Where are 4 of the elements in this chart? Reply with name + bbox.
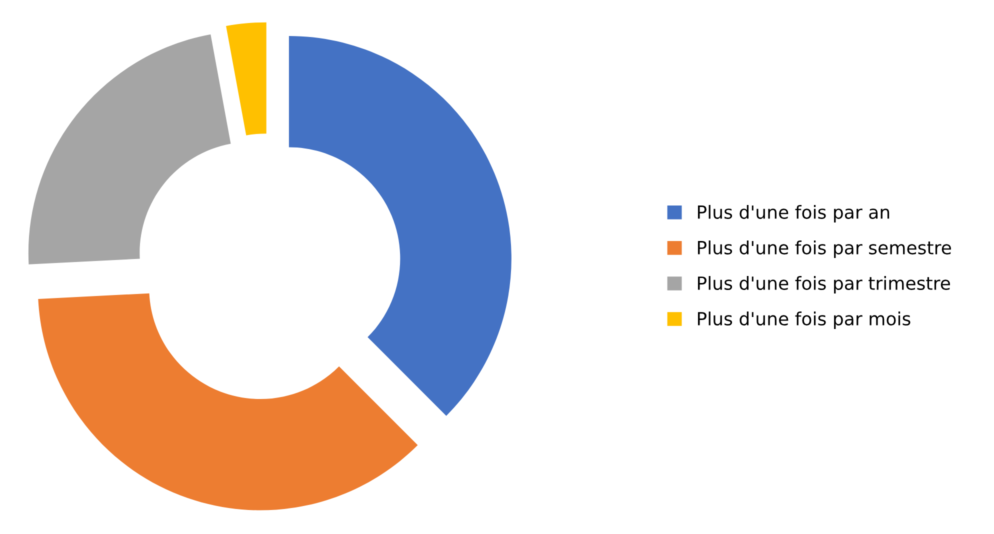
legend-label: Plus d'une fois par mois bbox=[698, 312, 910, 330]
legend-label: Plus d'une fois par semestre bbox=[698, 240, 951, 258]
legend-label: Plus d'une fois par an bbox=[698, 204, 890, 222]
legend-label: Plus d'une fois par trimestre bbox=[698, 276, 950, 294]
